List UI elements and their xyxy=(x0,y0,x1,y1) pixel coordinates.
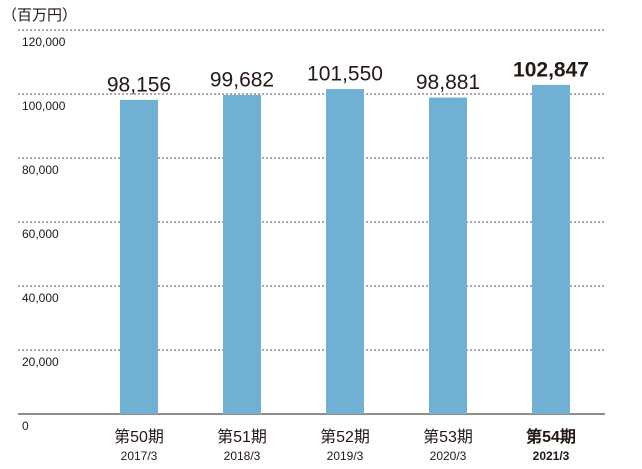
y-tick-label: 80,000 xyxy=(22,163,59,177)
value-label: 99,682 xyxy=(210,69,274,92)
x-tick-sublabel: 2019/3 xyxy=(327,449,364,463)
value-label: 102,847 xyxy=(513,58,589,81)
x-tick-label: 第54期 xyxy=(526,427,576,446)
x-tick-sublabel: 2021/3 xyxy=(533,449,570,463)
x-tick-sublabel: 2017/3 xyxy=(121,449,158,463)
value-label: 98,881 xyxy=(416,71,480,94)
bar xyxy=(429,97,467,414)
x-tick-label: 第51期 xyxy=(217,428,267,446)
y-tick-label: 20,000 xyxy=(22,355,59,369)
y-tick-label: 0 xyxy=(22,419,29,433)
bar xyxy=(532,84,570,415)
value-label: 101,550 xyxy=(307,63,383,86)
x-tick-label: 第50期 xyxy=(114,428,164,446)
y-tick-label: 100,000 xyxy=(22,99,66,113)
y-axis-unit: （百万円） xyxy=(2,7,77,24)
x-tick-label: 第52期 xyxy=(320,428,370,446)
value-label: 98,156 xyxy=(107,73,171,96)
y-tick-label: 60,000 xyxy=(22,227,59,241)
y-tick-label: 120,000 xyxy=(22,35,66,49)
bar xyxy=(120,99,158,414)
x-tick-label: 第53期 xyxy=(423,428,473,446)
x-tick-sublabel: 2018/3 xyxy=(224,449,261,463)
x-tick-sublabel: 2020/3 xyxy=(430,449,467,463)
bar xyxy=(326,89,364,414)
bar xyxy=(223,95,261,414)
y-tick-label: 40,000 xyxy=(22,291,59,305)
